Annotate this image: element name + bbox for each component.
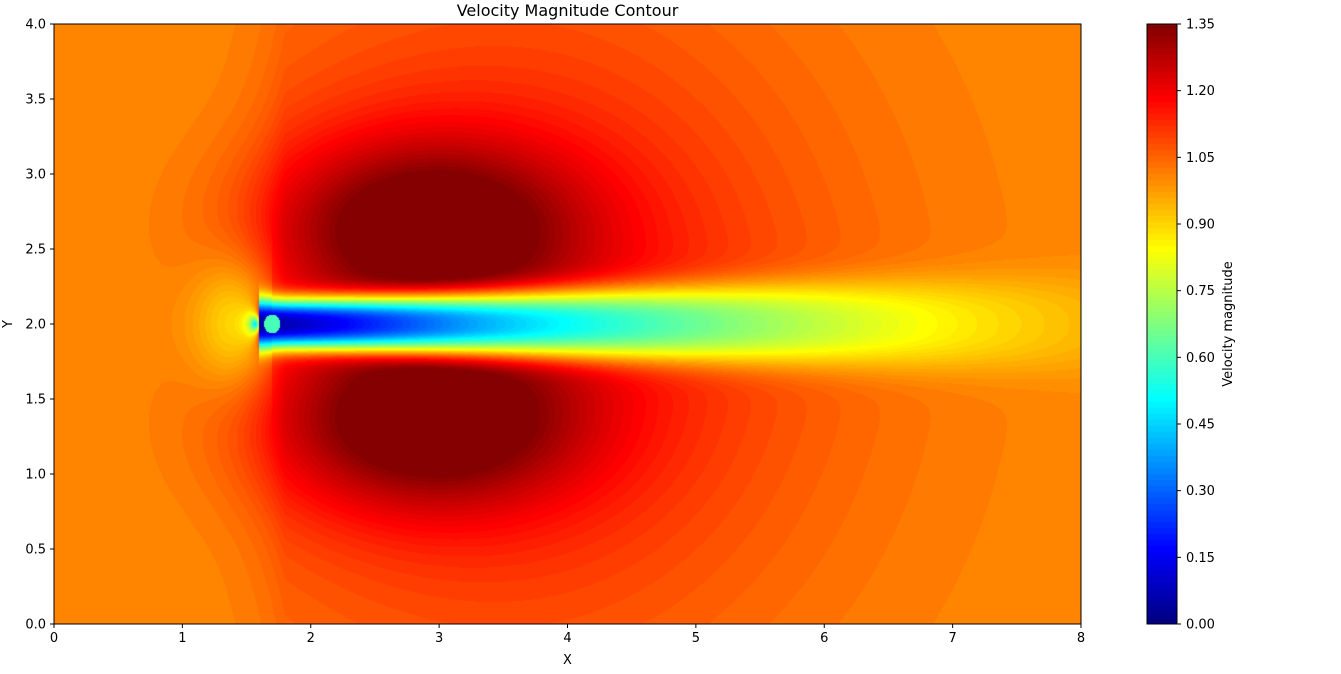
y-tick-label: 3.5 bbox=[25, 93, 46, 108]
y-axis-label: Y bbox=[1, 320, 16, 329]
x-tick-label: 1 bbox=[178, 631, 186, 646]
y-axis: 0.0 0.5 1.0 1.5 2.0 2.5 3.0 3.5 4.0 bbox=[25, 18, 54, 633]
x-tick-label: 6 bbox=[820, 631, 828, 646]
x-axis: 0 1 2 3 4 5 6 7 8 bbox=[50, 624, 1085, 646]
colorbar: 0.00 0.15 0.30 0.45 0.60 0.75 0.90 1.05 1.20 1.35… bbox=[1146, 18, 1236, 633]
colorbar-tick-label: 1.35 bbox=[1186, 18, 1215, 33]
x-tick-label: 0 bbox=[50, 631, 58, 646]
y-tick-label: 3.0 bbox=[25, 168, 46, 183]
y-tick-label: 4.0 bbox=[25, 18, 46, 33]
colorbar-ticks: 0.00 0.15 0.30 0.45 0.60 0.75 0.90 1.05 1.20 1.35 bbox=[1177, 18, 1215, 633]
y-tick-label: 0.5 bbox=[25, 543, 46, 558]
colorbar-tick-label: 1.05 bbox=[1186, 151, 1215, 166]
x-tick-label: 8 bbox=[1077, 631, 1085, 646]
y-tick-label: 2.0 bbox=[25, 318, 46, 333]
x-tick-label: 4 bbox=[563, 631, 571, 646]
colorbar-frame bbox=[1146, 23, 1178, 625]
y-tick-label: 2.5 bbox=[25, 243, 46, 258]
x-axis-label: X bbox=[563, 653, 572, 668]
x-tick-label: 3 bbox=[435, 631, 443, 646]
colorbar-tick-label: 0.00 bbox=[1186, 618, 1215, 633]
colorbar-label: Velocity magnitude bbox=[1221, 261, 1236, 386]
y-tick-label: 1.0 bbox=[25, 468, 46, 483]
x-tick-label: 2 bbox=[307, 631, 315, 646]
colorbar-tick-label: 0.30 bbox=[1186, 484, 1215, 499]
y-tick-label: 0.0 bbox=[25, 618, 46, 633]
colorbar-tick-label: 1.20 bbox=[1186, 84, 1215, 99]
plot-area bbox=[53, 23, 1082, 625]
contour-field bbox=[54, 24, 1081, 624]
colorbar-tick-label: 0.90 bbox=[1186, 218, 1215, 233]
colorbar-tick-label: 0.60 bbox=[1186, 351, 1215, 366]
colorbar-tick-label: 0.75 bbox=[1186, 284, 1215, 299]
colorbar-tick-label: 0.45 bbox=[1186, 418, 1215, 433]
x-tick-label: 5 bbox=[692, 631, 700, 646]
chart-title: Velocity Magnitude Contour bbox=[457, 1, 679, 20]
colorbar-tick-label: 0.15 bbox=[1186, 551, 1215, 566]
y-tick-label: 1.5 bbox=[25, 393, 46, 408]
colorbar-gradient bbox=[1147, 24, 1177, 624]
x-tick-label: 7 bbox=[948, 631, 956, 646]
